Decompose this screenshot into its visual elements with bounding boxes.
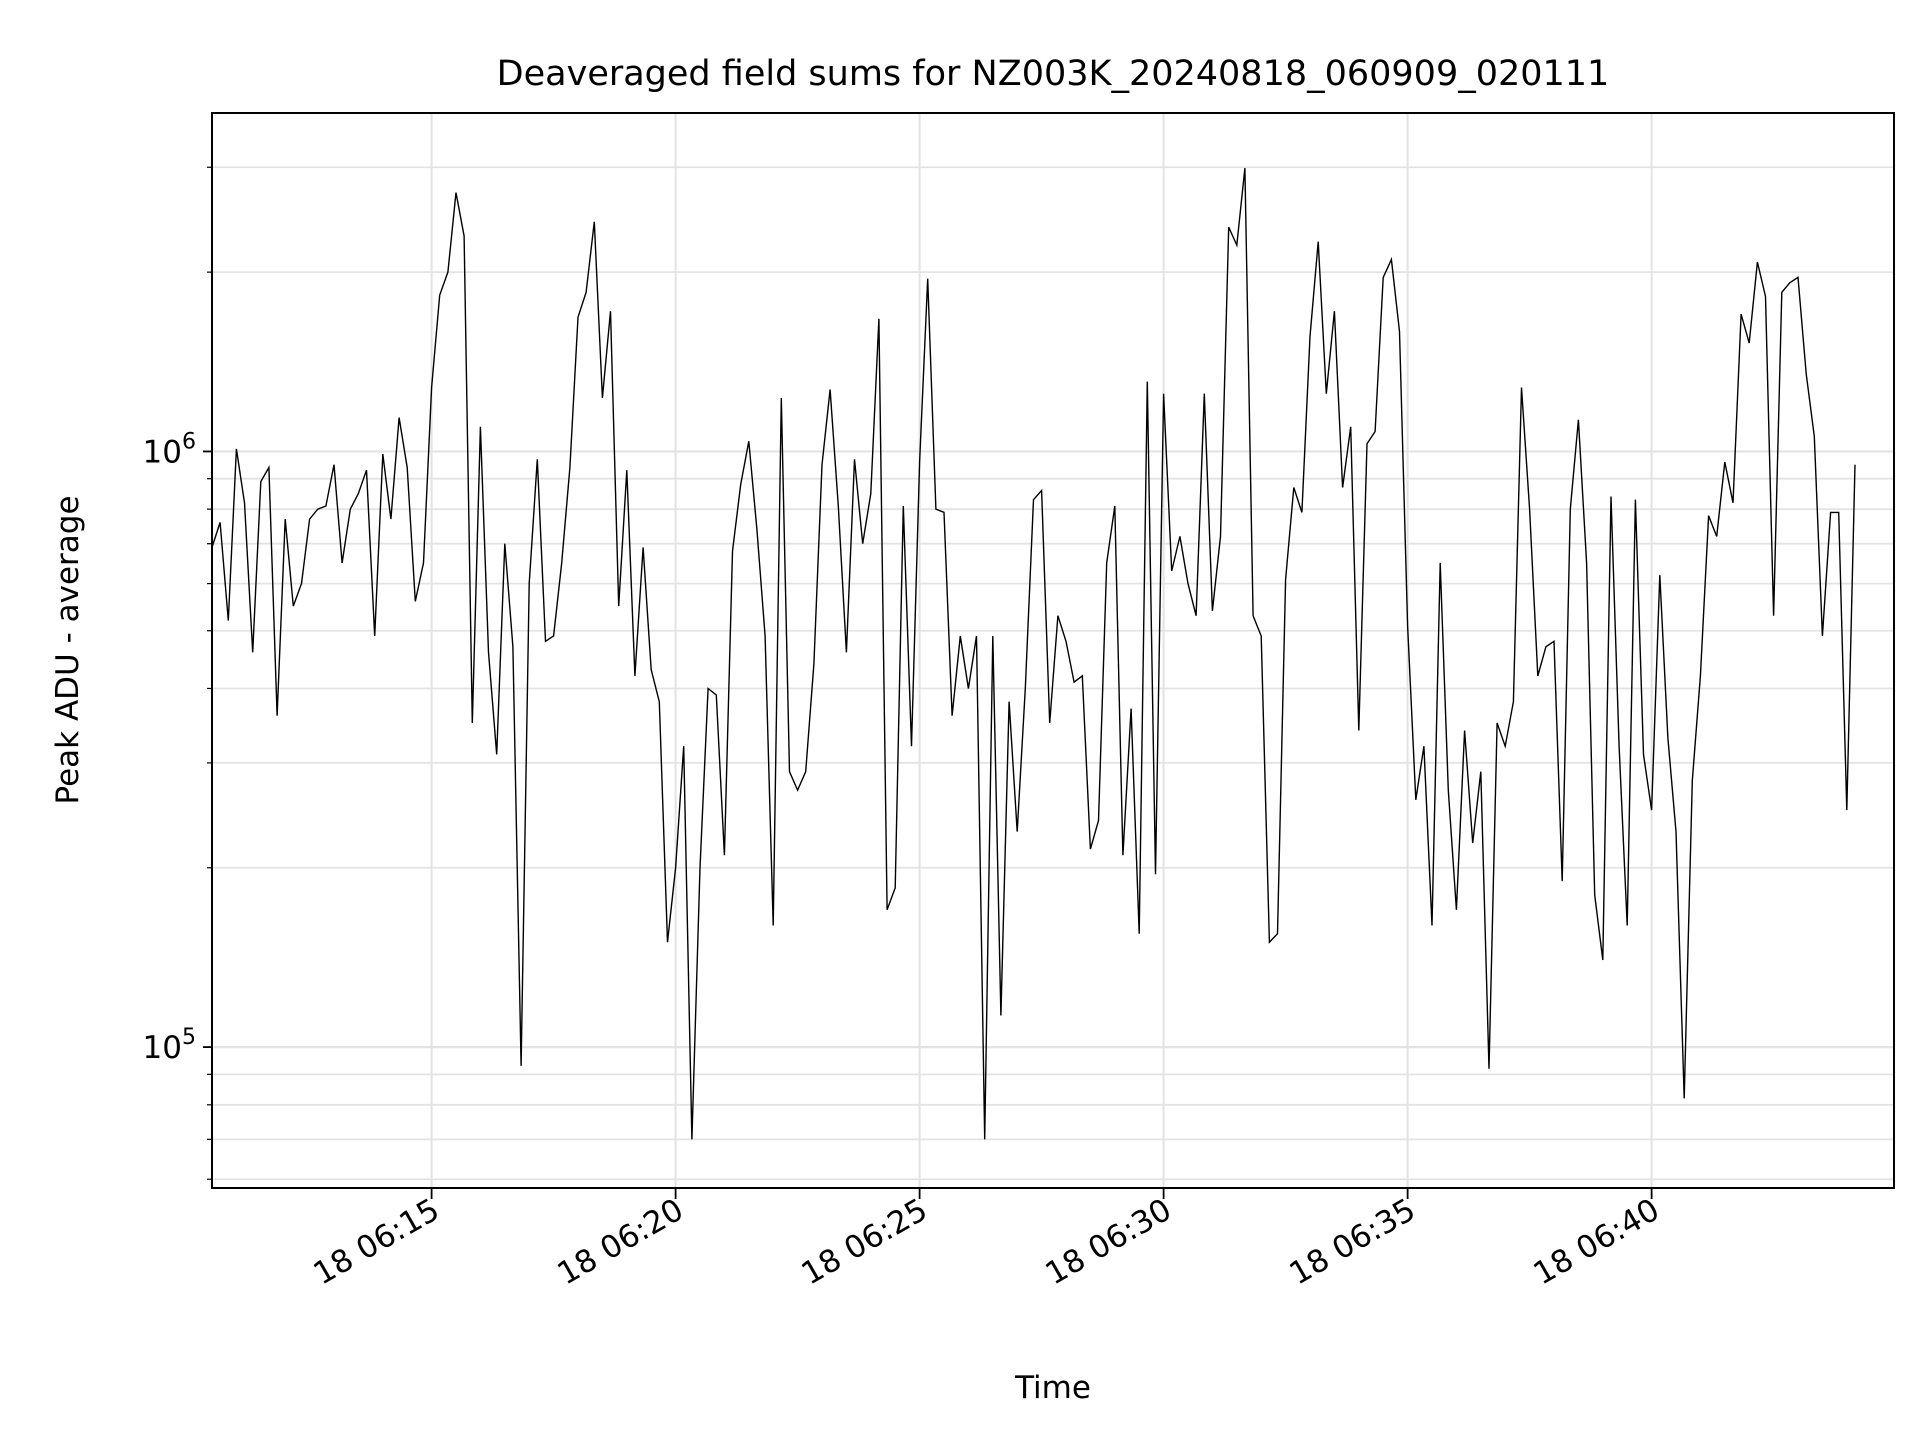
y-tick-exponent: 5 [182,1025,196,1050]
y-tick-base: 10 [143,434,182,470]
y-tick-label: 105 [143,1025,196,1066]
series-layer [211,168,1856,1140]
grid [212,113,1894,1188]
series-line [211,168,1856,1140]
chart-title: Deaveraged field sums for NZ003K_2024081… [497,54,1610,94]
y-axis-label: Peak ADU - average [50,495,86,804]
y-tick-exponent: 6 [182,429,196,454]
plot-frame [211,112,1895,1189]
x-axis-label: Time [1014,1370,1091,1406]
y-tick-base: 10 [143,1030,182,1066]
y-tick-label: 106 [143,429,196,470]
